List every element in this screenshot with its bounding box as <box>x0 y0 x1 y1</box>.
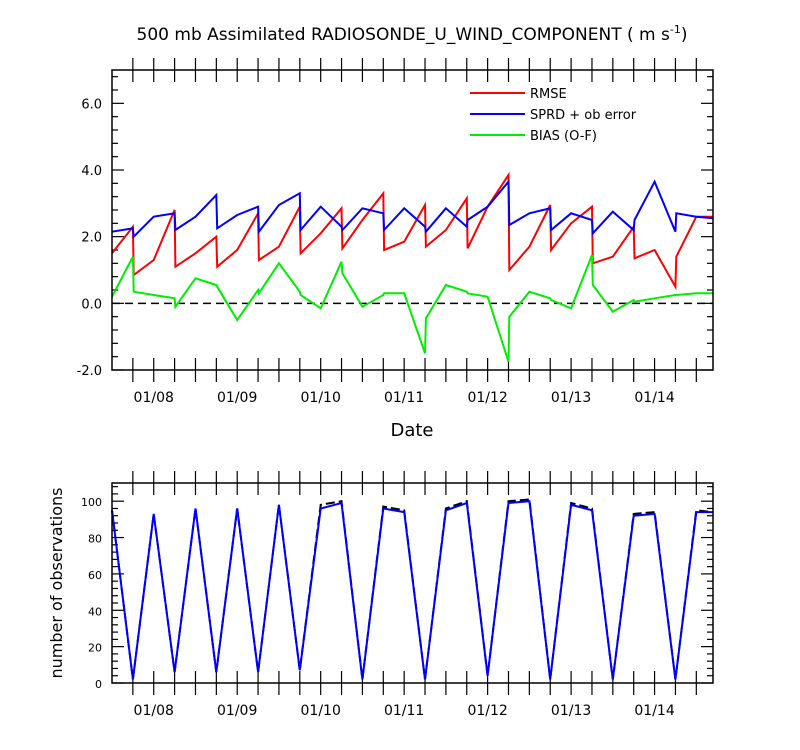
legend: RMSE SPRD + ob error BIAS (O-F) <box>470 87 637 144</box>
y-tick-label: 0 <box>95 678 102 691</box>
x-tick-label: 01/14 <box>634 703 674 719</box>
x-tick-label: 01/10 <box>301 703 341 719</box>
x-tick-label: 01/12 <box>467 703 507 719</box>
x-axis-label: Date <box>390 420 433 441</box>
bias-o-f-line <box>111 254 713 363</box>
y-tick-label: -2.0 <box>77 364 102 379</box>
y-tick-label: 40 <box>88 605 102 618</box>
x-tick-label: 01/10 <box>301 390 341 406</box>
y-tick-label: 60 <box>88 569 102 582</box>
y-tick-label: 4.0 <box>81 164 102 179</box>
x-tick-label: 01/14 <box>634 390 674 406</box>
y-tick-label: 20 <box>88 642 102 655</box>
x-tick-label: 01/09 <box>217 390 257 406</box>
rmse-sprd-bias-panel: 01/08 01/09 01/10 01/11 01/12 01/13 01/14 -2.0 0… <box>77 58 714 406</box>
sprd-ob-error-line <box>111 179 714 239</box>
legend-label: SPRD + ob error <box>530 108 637 123</box>
legend-label: RMSE <box>530 87 567 102</box>
y-tick-label: 2.0 <box>81 231 102 246</box>
y-tick-label: 6.0 <box>81 97 102 112</box>
y-tick-label: 100 <box>81 496 102 509</box>
observations-panel: 01/08 01/09 01/10 01/11 01/12 01/13 01/14 0 20 40… <box>81 471 714 719</box>
top-series-group <box>111 171 714 363</box>
observations-1-line <box>111 500 713 680</box>
top-plot-frame <box>111 69 714 371</box>
x-tick-label: 01/13 <box>551 703 591 719</box>
title-unit-exponent: -1 <box>670 23 681 36</box>
observations-0-line <box>111 498 714 680</box>
legend-label: BIAS (O-F) <box>530 129 597 144</box>
bottom-series-group <box>111 498 714 680</box>
y-tick-label: 0.0 <box>81 297 102 312</box>
y-tick-label: 80 <box>88 533 102 546</box>
rmse-line <box>111 171 713 291</box>
x-tick-label: 01/11 <box>384 390 424 406</box>
x-tick-label: 01/13 <box>551 390 591 406</box>
y-axis-label-observations: number of observations <box>47 488 66 679</box>
x-tick-label: 01/12 <box>467 390 507 406</box>
bottom-plot-frame <box>111 482 714 684</box>
chart-title: 500 mb Assimilated RADIOSONDE_U_WIND_COM… <box>137 23 688 45</box>
x-tick-label: 01/09 <box>217 703 257 719</box>
x-tick-label: 01/08 <box>134 390 174 406</box>
bottom-axes: 01/08 01/09 01/10 01/11 01/12 01/13 01/14 0 20 40… <box>81 471 713 719</box>
x-tick-label: 01/08 <box>134 703 174 719</box>
top-axes: 01/08 01/09 01/10 01/11 01/12 01/13 01/14 -2.0 0… <box>77 58 713 406</box>
x-tick-label: 01/11 <box>384 703 424 719</box>
